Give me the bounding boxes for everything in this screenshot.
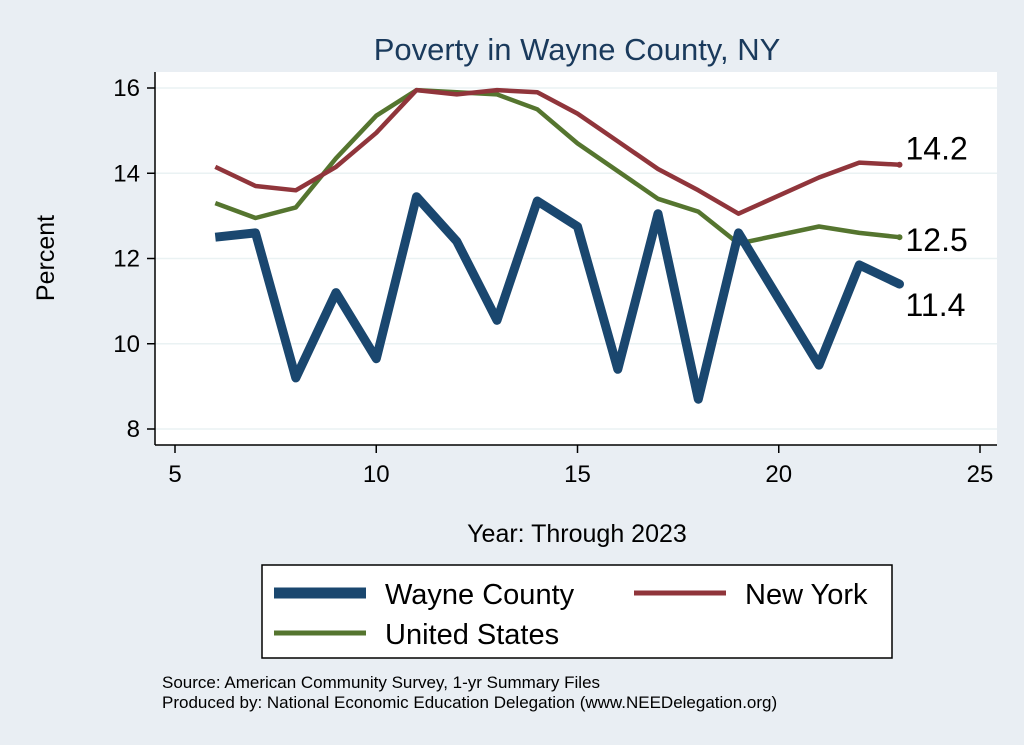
legend: Wayne County New York United States [261, 564, 893, 659]
source-note: Source: American Community Survey, 1-yr … [162, 673, 600, 692]
grid-lines [155, 87, 997, 430]
end-point-united-states [896, 234, 903, 241]
y-tick-label-1: 10 [113, 331, 140, 358]
legend-label-united-states: United States [385, 619, 559, 651]
x-tick-label-0: 5 [168, 461, 181, 488]
x-tick-label-1: 10 [363, 461, 390, 488]
end-label-new-york: 14.2 [906, 131, 968, 167]
chart-title: Poverty in Wayne County, NY [374, 32, 781, 67]
x-tick-label-2: 15 [564, 461, 591, 488]
y-tick-label-0: 8 [127, 416, 140, 443]
y-tick-label-2: 12 [113, 246, 140, 273]
end-label-united-states: 12.5 [906, 222, 968, 258]
end-labels: 11.4 14.2 12.5 [906, 131, 968, 323]
y-tick-label-4: 16 [113, 75, 140, 102]
x-tick-label-3: 20 [765, 461, 792, 488]
legend-box [261, 564, 893, 659]
y-axis-title: Percent [32, 215, 60, 301]
legend-label-new-york: New York [745, 579, 868, 611]
legend-label-wayne-county: Wayne County [385, 579, 575, 611]
x-ticks: 5 10 15 20 25 [168, 445, 993, 488]
series-line-new-york [214, 87, 900, 216]
end-point-wayne-county [895, 279, 904, 289]
x-axis-title: Year: Through 2023 [467, 520, 687, 548]
y-tick-label-3: 14 [113, 160, 140, 187]
producer-note: Produced by: National Economic Education… [162, 693, 777, 712]
end-label-wayne-county: 11.4 [906, 287, 966, 323]
series-line-wayne-county [214, 192, 902, 404]
x-tick-label-4: 25 [967, 461, 994, 488]
series-group [214, 87, 904, 404]
y-ticks: 8 10 12 14 16 [113, 75, 155, 443]
end-point-new-york [896, 161, 903, 168]
